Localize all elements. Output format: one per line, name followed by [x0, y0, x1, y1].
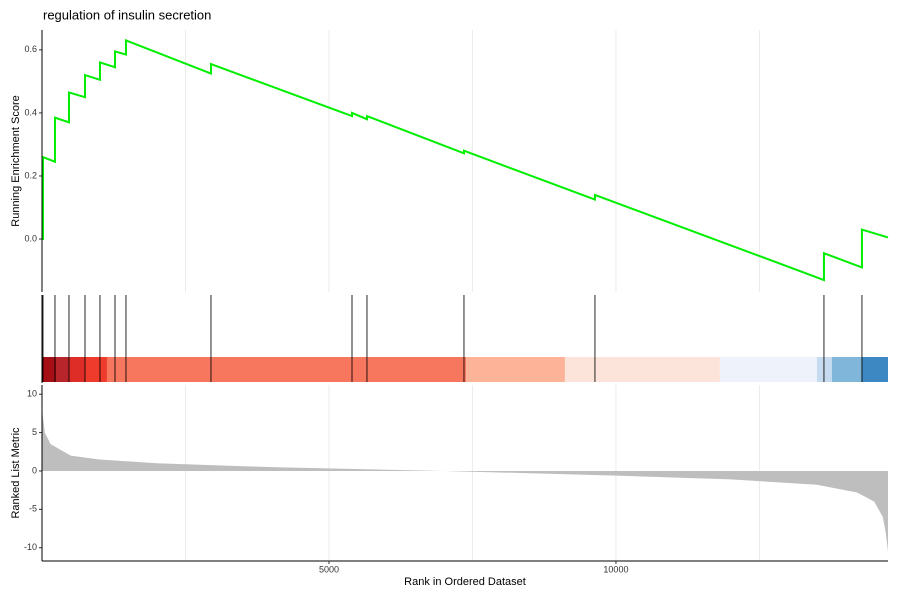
y-axis-label: Running Enrichment Score	[10, 95, 22, 226]
y-tick-label: 10	[27, 389, 37, 399]
y-tick-label: 0.6	[24, 44, 37, 54]
y-tick-label: -10	[24, 542, 37, 552]
rank-band	[831, 357, 862, 382]
metric-area	[42, 409, 888, 552]
y-tick-label: 0.2	[24, 170, 37, 180]
x-tick-label: 10000	[603, 564, 628, 574]
rank-band	[861, 357, 888, 382]
y-tick-label: 0.4	[24, 107, 37, 117]
y-tick-label: -5	[29, 504, 37, 514]
rank-band	[564, 357, 720, 382]
rank-band	[465, 357, 565, 382]
rank-band	[84, 357, 107, 382]
rank-band	[56, 357, 69, 382]
y-tick-label: 5	[32, 427, 37, 437]
chart-title: regulation of insulin secretion	[43, 7, 211, 22]
rank-band	[42, 357, 57, 382]
enrichment-line	[41, 38, 889, 282]
x-axis-label: Rank in Ordered Dataset	[404, 576, 526, 588]
x-tick-label: 5000	[319, 564, 339, 574]
rank-band	[68, 357, 85, 382]
y-axis-label: Ranked List Metric	[10, 427, 22, 519]
rank-band	[106, 357, 466, 382]
y-tick-label: 0.0	[24, 233, 37, 243]
y-tick-label: 0	[32, 465, 37, 475]
rank-band	[719, 357, 817, 382]
